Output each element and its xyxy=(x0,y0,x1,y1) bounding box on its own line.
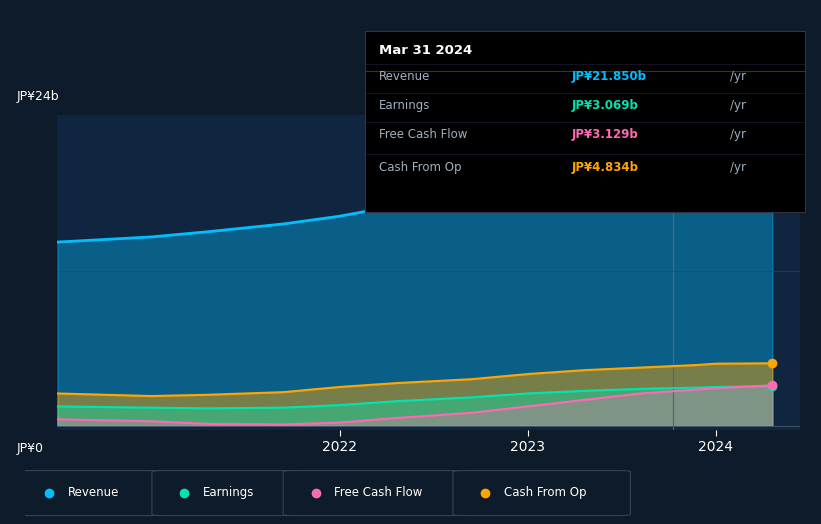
Text: JP¥4.834b: JP¥4.834b xyxy=(571,160,639,173)
Text: Cash From Op: Cash From Op xyxy=(504,486,586,499)
Text: Free Cash Flow: Free Cash Flow xyxy=(334,486,423,499)
FancyBboxPatch shape xyxy=(17,471,167,516)
Text: JP¥21.850b: JP¥21.850b xyxy=(571,70,647,83)
Text: Cash From Op: Cash From Op xyxy=(378,160,461,173)
Text: Past: Past xyxy=(678,123,704,136)
Text: /yr: /yr xyxy=(730,99,746,112)
Text: JP¥24b: JP¥24b xyxy=(16,90,59,103)
Text: /yr: /yr xyxy=(730,160,746,173)
FancyBboxPatch shape xyxy=(453,471,631,516)
Text: Mar 31 2024: Mar 31 2024 xyxy=(378,44,472,57)
FancyBboxPatch shape xyxy=(283,471,465,516)
Text: Revenue: Revenue xyxy=(68,486,119,499)
Text: JP¥3.069b: JP¥3.069b xyxy=(571,99,639,112)
Text: JP¥3.129b: JP¥3.129b xyxy=(571,128,639,141)
Text: /yr: /yr xyxy=(730,70,746,83)
FancyBboxPatch shape xyxy=(152,471,299,516)
Text: Free Cash Flow: Free Cash Flow xyxy=(378,128,467,141)
Text: Revenue: Revenue xyxy=(378,70,430,83)
Text: /yr: /yr xyxy=(730,128,746,141)
Text: Earnings: Earnings xyxy=(378,99,430,112)
Text: JP¥0: JP¥0 xyxy=(16,442,44,455)
Text: Earnings: Earnings xyxy=(203,486,255,499)
